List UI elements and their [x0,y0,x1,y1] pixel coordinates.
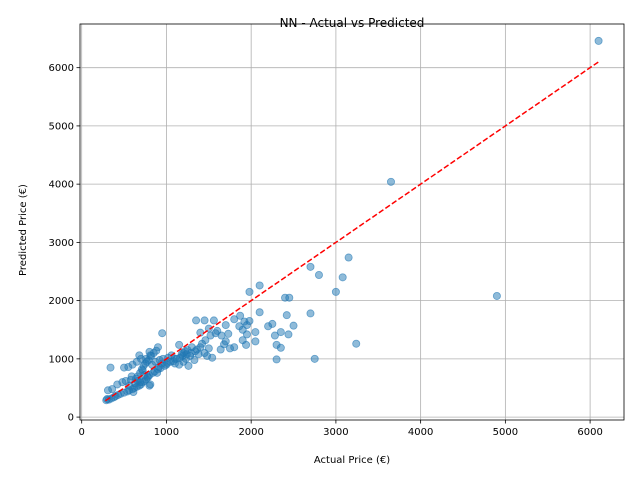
y-tick-label: 1000 [49,354,74,365]
data-point [146,351,155,360]
y-axis-ticks: 0 1000 2000 3000 4000 5000 6000 [49,63,80,424]
data-point [208,353,217,362]
data-point [201,336,210,345]
data-point [211,329,220,338]
data-point [230,315,239,324]
data-point [242,330,251,339]
data-point [276,328,285,337]
data-point [146,380,155,389]
x-tick-label: 2000 [238,427,263,438]
data-point [242,340,251,349]
x-tick-label: 6000 [577,427,602,438]
data-point [272,355,281,364]
x-tick-label: 0 [79,427,85,438]
data-point [255,308,264,317]
data-point [285,293,294,302]
data-point [255,281,264,290]
data-point [225,344,234,353]
data-point [284,330,293,339]
data-point [192,316,201,325]
data-point [224,329,233,338]
data-point [106,363,115,372]
x-axis-ticks: 0 1000 2000 3000 4000 5000 6000 [79,420,603,438]
data-point [310,354,319,363]
data-point [220,340,229,349]
data-point [190,356,199,365]
data-point [175,340,184,349]
data-point [276,343,285,352]
data-point [338,273,347,282]
data-point [163,358,172,367]
x-tick-label: 3000 [323,427,348,438]
data-point [209,316,218,325]
data-points [102,36,603,405]
data-point [158,329,167,338]
y-tick-label: 4000 [49,180,74,191]
data-point [386,177,395,186]
data-point [264,322,273,331]
data-point [245,287,254,296]
chart-title: NN - Actual vs Predicted [280,16,425,30]
data-point [282,311,291,320]
data-point [314,270,323,279]
data-point [245,316,254,325]
data-point [306,309,315,318]
data-point [125,381,134,390]
y-axis-label: Predicted Price (€) [18,184,29,276]
data-point [289,321,298,330]
data-point [120,363,129,372]
data-point [344,253,353,262]
reference-line [104,61,600,402]
y-tick-label: 5000 [49,121,74,132]
data-point [108,385,117,394]
data-point [331,287,340,296]
data-point [270,331,279,340]
data-point [251,328,260,337]
data-point [129,388,138,397]
reference-line-layer [104,61,600,402]
x-tick-label: 4000 [408,427,433,438]
data-point [251,337,260,346]
data-point [236,311,245,320]
data-point [594,36,603,45]
data-point [192,345,201,354]
data-point [492,291,501,300]
x-axis-label: Actual Price (€) [314,455,390,466]
y-tick-label: 2000 [49,296,74,307]
plot-frame [79,23,625,421]
data-point [235,322,244,331]
data-point [221,321,230,330]
x-tick-label: 1000 [154,427,179,438]
data-point [306,262,315,271]
x-tick-label: 5000 [493,427,518,438]
y-tick-label: 3000 [49,238,74,249]
grid-lines [80,24,624,420]
data-point [352,339,361,348]
data-point [184,361,193,370]
data-point [138,366,147,375]
y-tick-label: 6000 [49,63,74,74]
data-point [200,316,209,325]
data-point [127,372,136,381]
y-tick-label: 0 [68,413,74,424]
